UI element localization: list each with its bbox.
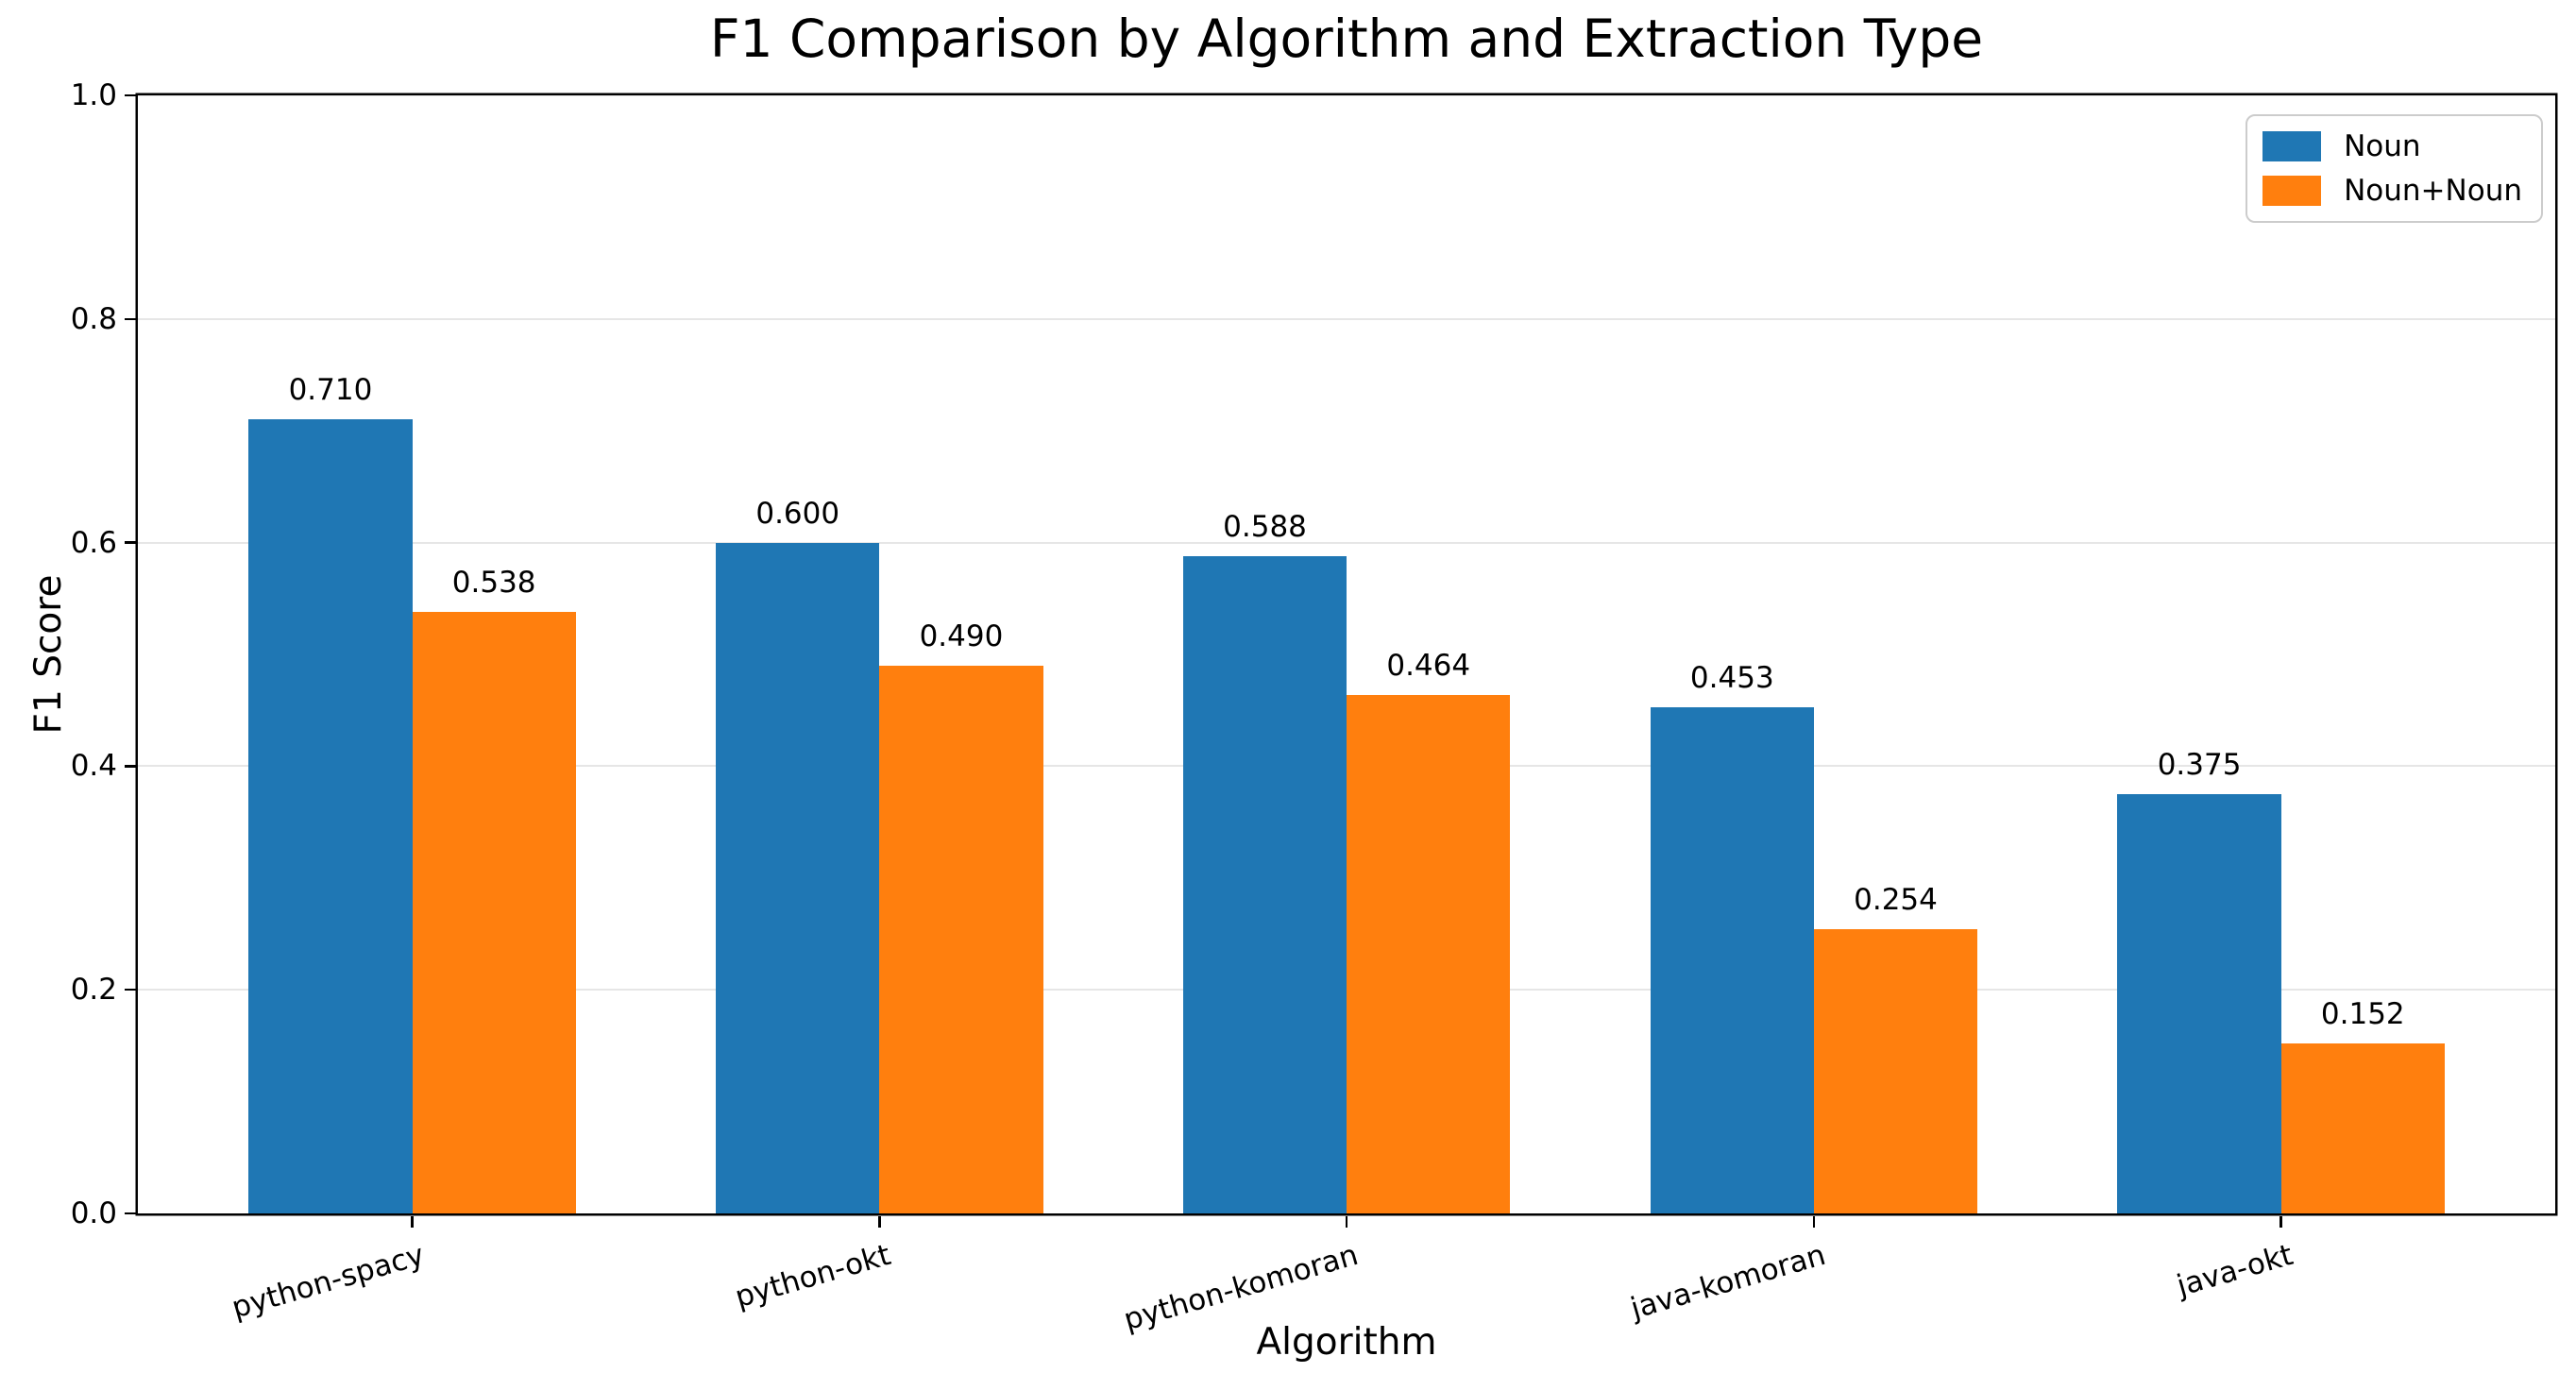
x-tick-java-okt	[2279, 1215, 2282, 1228]
bar-value-label-java-komoran-1: 0.254	[1854, 883, 1938, 918]
bar-value-label-java-komoran-0: 0.453	[1689, 660, 1774, 695]
chart-title: F1 Comparison by Algorithm and Extractio…	[709, 8, 1984, 69]
bar-value-label-python-komoran-0: 0.588	[1223, 509, 1307, 544]
bar-value-label-java-okt-0: 0.375	[2157, 748, 2242, 782]
y-tick-label-0.4: 0.4	[70, 749, 117, 784]
legend-label-noun-noun: Noun+Noun	[2344, 174, 2522, 208]
bar-noun-noun-python-spacy	[412, 612, 576, 1213]
legend-item-noun-noun: Noun+Noun	[2262, 173, 2522, 209]
gridline-0.6	[138, 541, 2555, 544]
bar-value-label-python-spacy-0: 0.710	[288, 373, 373, 408]
bar-noun-noun-python-komoran	[1347, 694, 1511, 1213]
x-axis: python-spacy python-okt python-komoran java…	[138, 95, 2555, 1337]
legend-label-noun: Noun	[2344, 129, 2421, 163]
y-tick-0.4	[125, 765, 137, 768]
y-tick-0.2	[125, 988, 137, 992]
y-tick-1.0	[125, 93, 137, 97]
y-tick-0.8	[125, 317, 137, 321]
bar-noun-java-okt	[2117, 794, 2281, 1213]
legend-swatch-noun	[2262, 131, 2322, 161]
bar-value-label-python-komoran-1: 0.464	[1386, 648, 1471, 683]
y-tick-label-1.0: 1.0	[70, 78, 117, 112]
bar-noun-python-spacy	[248, 419, 413, 1213]
bar-value-label-java-okt-1: 0.152	[2320, 997, 2405, 1032]
bar-value-label-python-okt-1: 0.490	[919, 619, 1004, 653]
bar-value-label-python-spacy-1: 0.538	[451, 566, 536, 600]
gridline-0.8	[138, 317, 2555, 320]
y-tick-0.0	[125, 1212, 137, 1215]
x-tick-python-spacy	[411, 1215, 414, 1228]
y-tick-label-0.6: 0.6	[70, 525, 117, 560]
bar-noun-java-komoran	[1650, 706, 1814, 1213]
legend-swatch-noun-noun	[2262, 176, 2322, 206]
x-axis-title: Algorithm	[1256, 1321, 1437, 1364]
x-tick-python-okt	[878, 1215, 881, 1228]
bar-noun-noun-python-okt	[879, 665, 1043, 1213]
bar-noun-noun-java-okt	[2280, 1043, 2445, 1213]
bar-noun-python-okt	[716, 542, 880, 1213]
plot-area: 0.710 0.538 0.600 0.490 0.588 0.464 0.453 0.254…	[138, 95, 2555, 1337]
x-tick-python-komoran	[1345, 1215, 1348, 1228]
bar-noun-noun-java-komoran	[1813, 929, 1978, 1213]
bars-layer: 0.710 0.538 0.600 0.490 0.588 0.464 0.453 0.254…	[138, 95, 2555, 1213]
x-tick-java-komoran	[1812, 1215, 1816, 1228]
bar-value-label-python-okt-0: 0.600	[755, 496, 840, 531]
y-tick-label-0.0: 0.0	[70, 1196, 117, 1230]
bar-noun-python-komoran	[1182, 555, 1347, 1213]
y-axis-title: F1 Score	[27, 574, 70, 735]
y-tick-label-0.2: 0.2	[70, 973, 117, 1008]
y-tick-0.6	[125, 541, 137, 544]
gridline-1.0	[138, 95, 2555, 96]
legend-item-noun: Noun	[2262, 128, 2522, 164]
legend: Noun Noun+Noun	[2246, 114, 2543, 223]
y-tick-label-0.8: 0.8	[70, 301, 117, 336]
